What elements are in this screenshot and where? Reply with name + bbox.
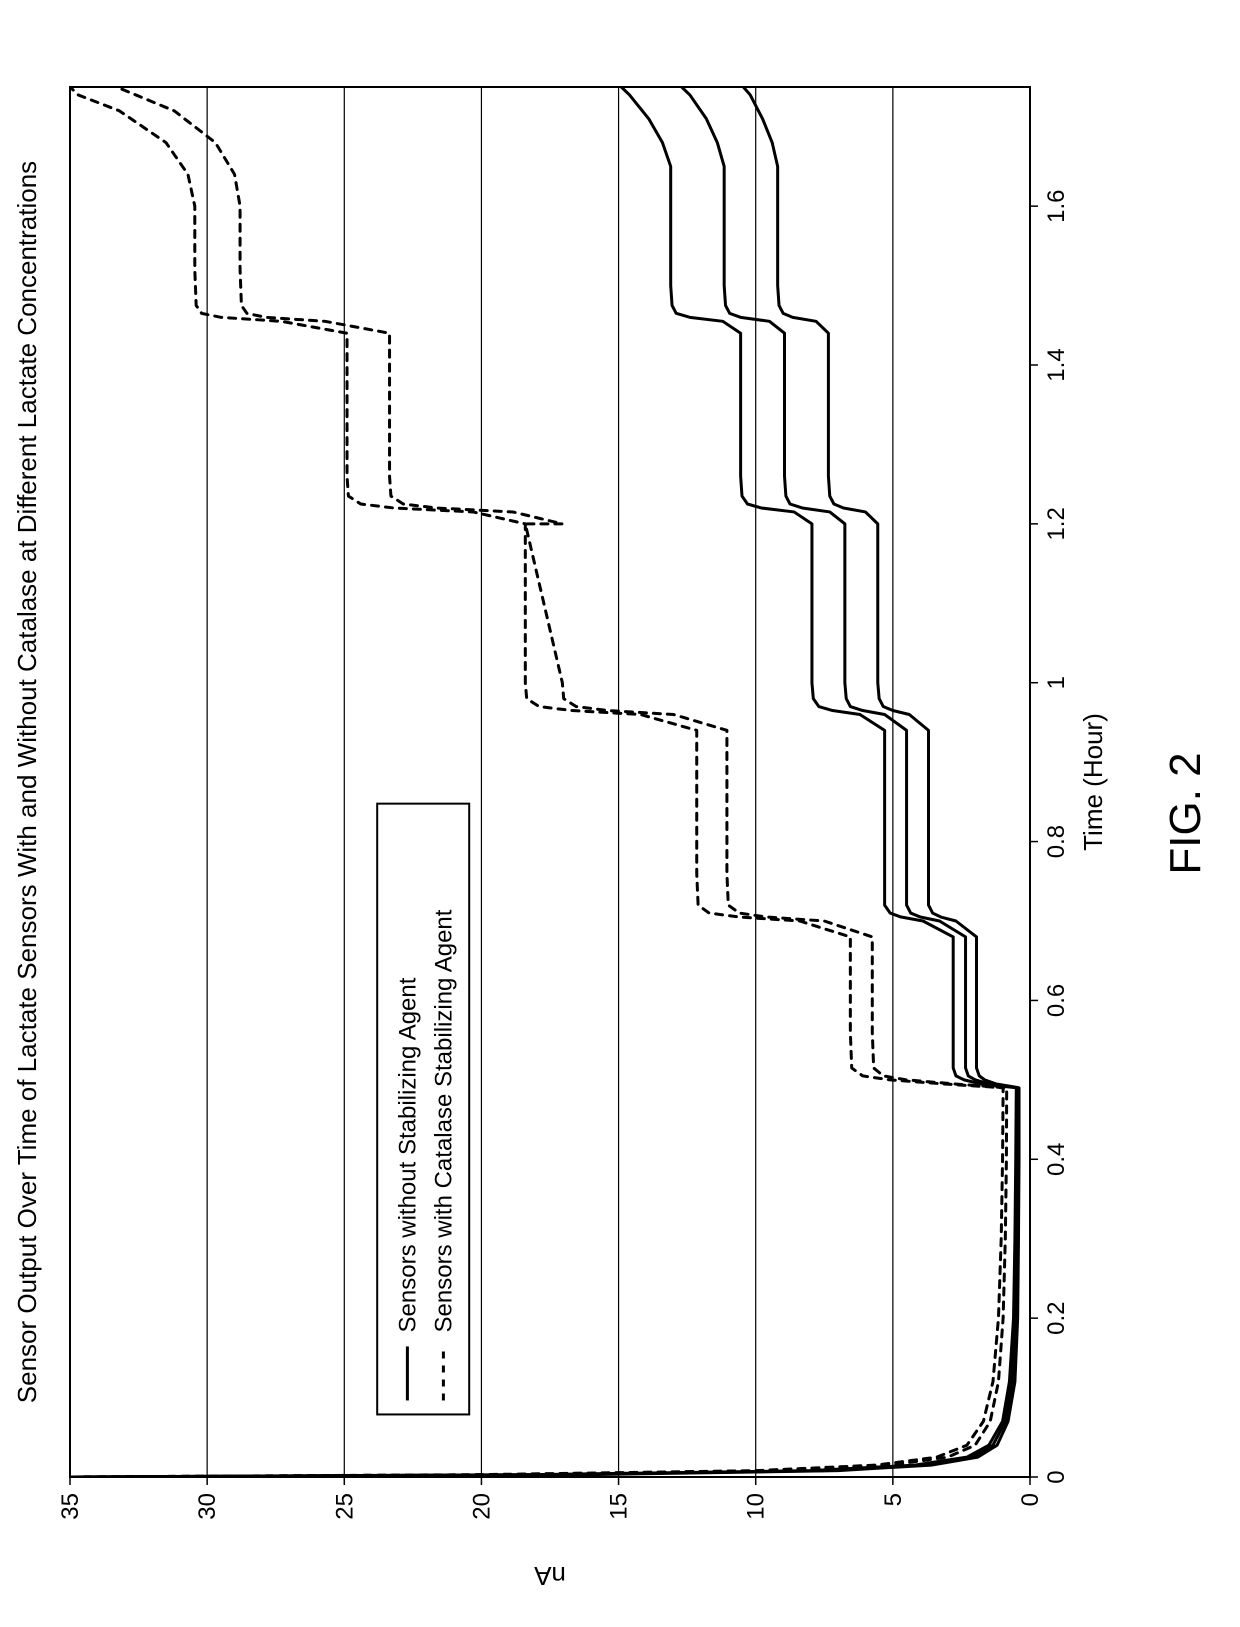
y-tick-label: 5 xyxy=(880,1493,907,1506)
y-tick-label: 15 xyxy=(606,1493,633,1520)
y-tick-label: 30 xyxy=(194,1493,221,1520)
y-tick-label: 20 xyxy=(468,1493,495,1520)
y-tick-label: 35 xyxy=(57,1493,84,1520)
chart-title: Sensor Output Over Time of Lactate Senso… xyxy=(12,161,42,1403)
x-tick-label: 1.6 xyxy=(1043,189,1070,222)
x-tick-label: 0.6 xyxy=(1043,984,1070,1017)
y-axis-label: nA xyxy=(533,1561,565,1591)
x-tick-label: 1.2 xyxy=(1043,507,1070,540)
x-tick-label: 0 xyxy=(1043,1470,1070,1483)
chart-bg xyxy=(0,0,1240,1627)
y-tick-label: 25 xyxy=(331,1493,358,1520)
legend-label: Sensors with Catalase Stabilizing Agent xyxy=(430,909,457,1332)
x-tick-label: 0.4 xyxy=(1043,1143,1070,1176)
sensor-output-chart: Sensor Output Over Time of Lactate Senso… xyxy=(0,0,1240,1627)
y-tick-label: 0 xyxy=(1017,1493,1044,1506)
x-tick-label: 0.2 xyxy=(1043,1301,1070,1334)
rotated-canvas: Sensor Output Over Time of Lactate Senso… xyxy=(0,0,1240,1627)
page: Sensor Output Over Time of Lactate Senso… xyxy=(0,0,1240,1627)
y-tick-label: 10 xyxy=(743,1493,770,1520)
x-axis-label: Time (Hour) xyxy=(1078,713,1108,851)
x-tick-label: 1.4 xyxy=(1043,348,1070,381)
x-tick-label: 0.8 xyxy=(1043,825,1070,858)
legend-label: Sensors without Stabilizing Agent xyxy=(394,977,421,1332)
figure-caption: FIG. 2 xyxy=(1161,752,1210,874)
x-tick-label: 1 xyxy=(1043,676,1070,689)
